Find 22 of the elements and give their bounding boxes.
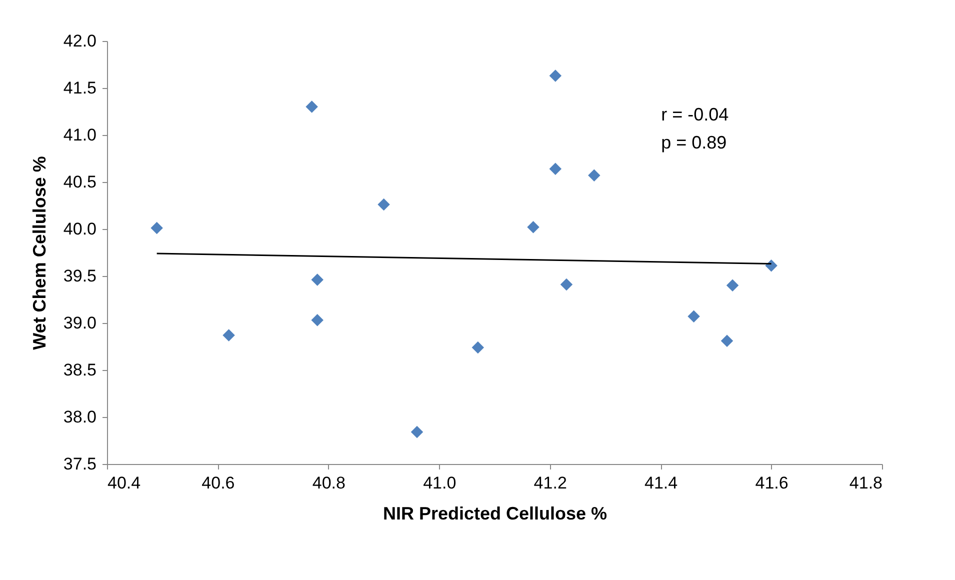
x-tick-label: 40.8: [312, 474, 346, 492]
annotation: p = 0.89: [661, 132, 727, 153]
y-tick-label: 38.5: [63, 360, 96, 380]
y-tick-label: 42.0: [63, 32, 96, 50]
y-tick-label: 41.5: [63, 78, 96, 98]
y-tick-label: 38.0: [63, 408, 96, 426]
y-tick-label: 41.0: [63, 126, 96, 144]
x-tick-label: 41.4: [644, 474, 678, 492]
y-tick-label: 40.0: [63, 220, 96, 238]
x-tick-label: 41.2: [534, 474, 567, 492]
x-axis-title: NIR Predicted Cellulose %: [382, 504, 608, 524]
y-tick-label: 39.0: [63, 314, 96, 332]
x-tick-label: 40.6: [202, 474, 235, 492]
x-tick-label: 40.4: [108, 474, 141, 492]
y-axis-title: Wet Chem Cellulose %: [29, 156, 50, 350]
annotation: r = -0.04: [661, 104, 729, 125]
x-tick-label: 41.0: [423, 474, 456, 492]
x-tick-label: 41.6: [755, 474, 788, 492]
y-tick-label: 40.5: [63, 172, 96, 192]
y-tick-label: 37.5: [63, 454, 96, 474]
y-tick-label: 39.5: [63, 266, 96, 286]
x-tick-label: 41.8: [849, 474, 882, 492]
